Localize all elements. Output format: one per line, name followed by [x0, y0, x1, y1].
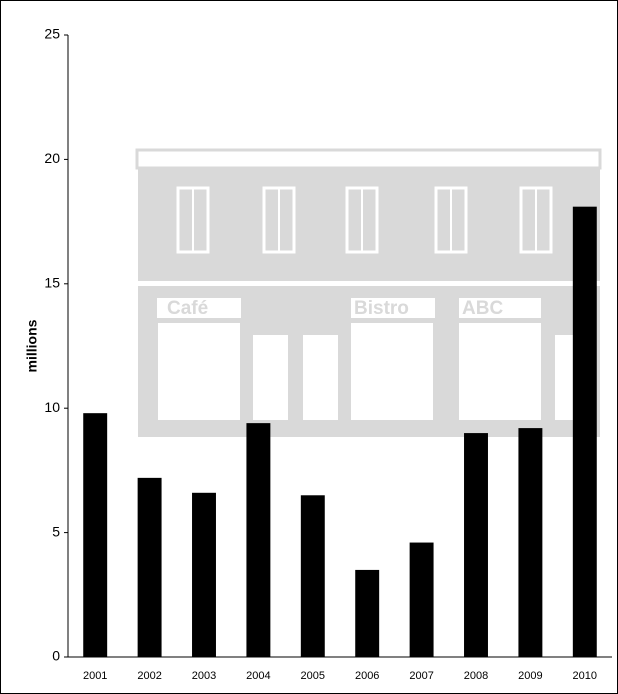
x-tick-label: 2002: [137, 670, 161, 682]
y-tick-label: 15: [44, 275, 60, 291]
y-tick-label: 5: [52, 523, 60, 539]
x-tick-label: 2001: [83, 670, 107, 682]
x-tick-label: 2007: [409, 670, 433, 682]
x-tick-label: 2006: [355, 670, 379, 682]
x-tick-label: 2005: [301, 670, 325, 682]
y-tick-label: 10: [44, 399, 60, 415]
y-tick-label: 20: [44, 150, 60, 166]
sign-text: Café: [167, 298, 208, 319]
sign-text: ABC: [462, 298, 503, 319]
y-axis-label: millions: [24, 319, 40, 372]
bar: [355, 569, 380, 657]
bar: [518, 428, 543, 657]
x-tick-label: 2010: [573, 670, 597, 682]
x-tick-label: 2003: [192, 670, 216, 682]
bar: [409, 542, 434, 657]
x-tick-label: 2009: [518, 670, 542, 682]
bar: [464, 433, 488, 657]
sign-text: Bistro: [354, 298, 409, 319]
bar: [83, 413, 108, 657]
bar: [572, 206, 597, 657]
bar: [300, 495, 325, 657]
bar: [137, 477, 162, 657]
y-tick-label: 0: [52, 648, 60, 664]
bar: [192, 492, 216, 657]
y-tick-label: 25: [44, 26, 60, 42]
x-tick-label: 2004: [246, 670, 270, 682]
background-building: Café Bistro ABC: [135, 148, 602, 437]
bar: [246, 423, 271, 657]
x-tick-label: 2008: [464, 670, 488, 682]
